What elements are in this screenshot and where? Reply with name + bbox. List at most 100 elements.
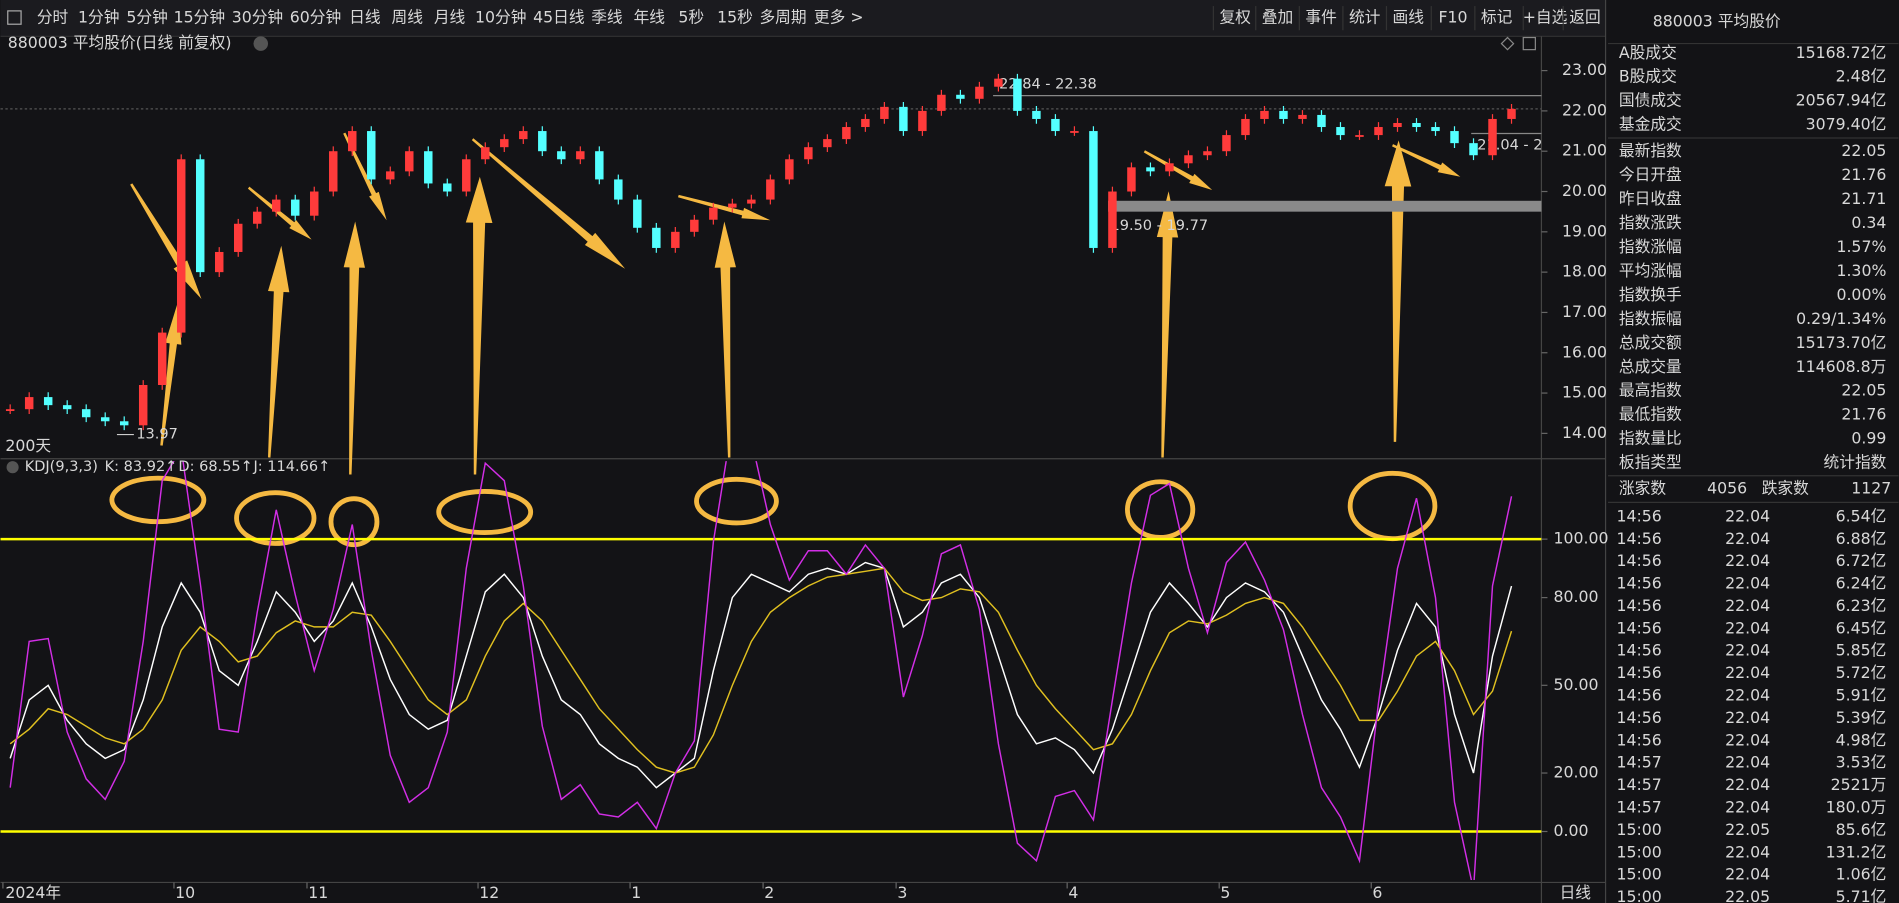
x-tick-label: 12 [479, 883, 499, 902]
trade-price: 22.04 [1725, 529, 1770, 548]
trade-price: 22.04 [1725, 730, 1770, 749]
trade-amount: 6.24亿 [1836, 574, 1887, 593]
trade-time: 14:57 [1616, 797, 1661, 816]
candle [804, 147, 813, 160]
tool-button[interactable]: +自选 [1523, 8, 1568, 27]
period-tab[interactable]: 多周期 [759, 8, 806, 27]
candle [1222, 135, 1231, 152]
trade-amount: 4.98亿 [1836, 730, 1887, 749]
period-tab[interactable]: 分时 [37, 8, 69, 27]
trade-time: 14:56 [1616, 596, 1661, 615]
quote-value: 统计指数 [1824, 453, 1887, 472]
tool-button[interactable]: 事件 [1305, 8, 1336, 27]
kdj-lines [9, 461, 1513, 881]
candle [652, 227, 661, 248]
candle [747, 199, 756, 204]
highlight-ellipse [234, 490, 317, 546]
quote-label: 平均涨幅 [1619, 261, 1682, 280]
trade-time: 14:57 [1616, 775, 1661, 794]
quote-label: 指数涨跌 [1619, 213, 1682, 232]
candle [880, 106, 889, 119]
tool-button[interactable]: 叠加 [1262, 8, 1293, 27]
trade-time: 14:56 [1616, 618, 1661, 637]
candle [500, 139, 509, 148]
draw-icon[interactable] [1500, 36, 1515, 51]
trade-price: 22.04 [1725, 686, 1770, 705]
x-tick-label: 5 [1220, 883, 1230, 902]
period-tab[interactable]: 15分钟 [174, 8, 225, 27]
arrow [247, 186, 312, 240]
x-tick-label: 1 [631, 883, 641, 902]
quote-value: 0.00% [1836, 285, 1886, 304]
menu-icon[interactable] [7, 10, 22, 25]
y-tick-label: 16.00 [1562, 342, 1607, 361]
quote-label: 指数振幅 [1619, 309, 1682, 328]
x-tick-label: 11 [308, 883, 328, 902]
candle [405, 151, 414, 172]
period-tab[interactable]: 5分钟 [126, 8, 167, 27]
candle [81, 409, 91, 418]
low-label: 13.97 [136, 427, 178, 443]
period-tab[interactable]: 30分钟 [232, 8, 283, 27]
quote-label: 总成交量 [1619, 357, 1682, 376]
y-tick-label: 0.00 [1554, 821, 1589, 840]
period-tab[interactable]: 日线 [349, 8, 381, 27]
kdj-line [9, 561, 1513, 789]
y-tick-label: 22.00 [1562, 100, 1607, 119]
quote-value: 114608.8万 [1796, 357, 1887, 376]
candle [956, 94, 965, 99]
candle [24, 397, 34, 410]
trade-time: 14:56 [1616, 708, 1661, 727]
period-tab[interactable]: 15秒 [717, 8, 753, 27]
trade-price: 22.05 [1725, 820, 1770, 839]
candle [728, 203, 737, 208]
period-tab[interactable]: 45日线 [533, 8, 585, 27]
period-tab[interactable]: 年线 [634, 8, 666, 27]
candle [1260, 110, 1269, 119]
trade-amount: 2521万 [1831, 775, 1887, 794]
quote-value: 0.34 [1851, 213, 1886, 232]
candle [1070, 131, 1079, 133]
quote-value: 1.30% [1836, 261, 1886, 280]
period-tab[interactable]: 60分钟 [290, 8, 341, 27]
trade-price: 22.04 [1725, 753, 1770, 772]
y-tick-label: 80.00 [1554, 587, 1599, 606]
trade-price: 22.04 [1725, 842, 1770, 861]
candle [367, 131, 376, 180]
tool-button[interactable]: 返回 [1569, 8, 1600, 27]
period-tab[interactable]: 月线 [434, 8, 466, 27]
window-icon[interactable] [1522, 36, 1536, 51]
arrow [343, 132, 387, 221]
period-tab[interactable]: 周线 [391, 8, 423, 27]
candle [443, 183, 452, 192]
trade-time: 14:56 [1616, 663, 1661, 682]
candle [348, 131, 357, 152]
tool-button[interactable]: F10 [1439, 8, 1468, 27]
dropdown-icon[interactable] [253, 36, 269, 51]
y-tick-label: 17.00 [1562, 302, 1607, 321]
trade-time: 14:56 [1616, 551, 1661, 570]
breadth-label: 涨家数 [1619, 479, 1666, 498]
arrow [268, 245, 290, 458]
tool-button[interactable]: 画线 [1393, 8, 1425, 27]
trade-time: 14:56 [1616, 686, 1661, 705]
quote-label: 指数量比 [1619, 429, 1682, 448]
trade-price: 22.04 [1725, 618, 1770, 637]
period-tab[interactable]: 季线 [591, 8, 623, 27]
trade-time: 14:56 [1616, 574, 1661, 593]
candle [1393, 122, 1402, 128]
trade-price: 22.04 [1725, 708, 1770, 727]
tool-button[interactable]: 复权 [1219, 8, 1251, 27]
period-tab[interactable]: 5秒 [678, 8, 704, 27]
trade-time: 14:56 [1616, 641, 1661, 660]
candle [1165, 163, 1174, 172]
trade-price: 22.04 [1725, 797, 1770, 816]
period-tab[interactable]: 10分钟 [475, 8, 526, 27]
tool-button[interactable]: 标记 [1481, 8, 1513, 27]
tool-button[interactable]: 统计 [1349, 8, 1381, 27]
period-tab[interactable]: 更多 > [814, 8, 864, 27]
period-tab[interactable]: 1分钟 [78, 8, 119, 27]
indicator-icon[interactable] [6, 461, 19, 474]
candle [1089, 131, 1098, 248]
